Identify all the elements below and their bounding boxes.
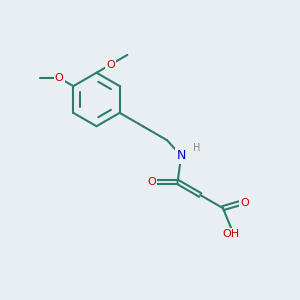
Text: N: N [176,149,186,162]
Text: OH: OH [223,229,240,239]
Text: O: O [106,59,115,70]
Text: O: O [147,177,156,187]
Text: O: O [55,73,64,83]
Text: H: H [193,143,200,153]
Text: O: O [241,198,249,208]
